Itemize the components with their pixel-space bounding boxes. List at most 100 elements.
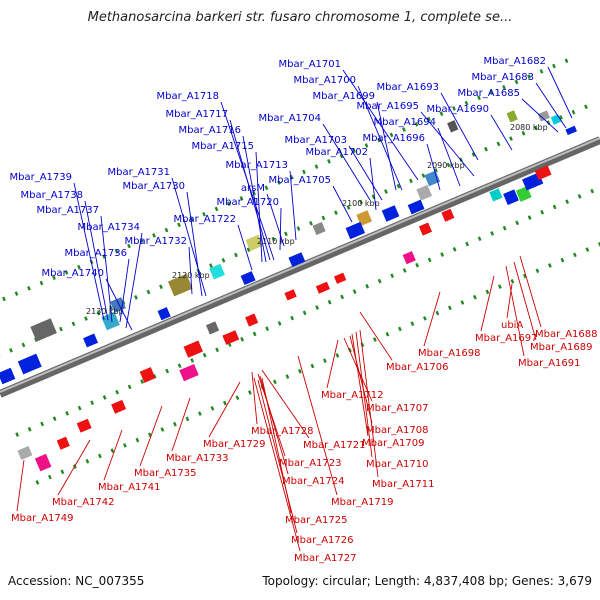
track-tick — [452, 106, 456, 111]
label-leader-line — [342, 69, 419, 181]
label-leader-line — [369, 157, 377, 211]
gene-feature — [111, 399, 127, 414]
track-tick — [527, 74, 531, 79]
track-tick — [334, 210, 338, 215]
track-tick — [240, 336, 245, 342]
label-leader-line — [519, 255, 542, 328]
label-leader-line — [208, 381, 241, 438]
gene-feature — [416, 184, 433, 201]
gene-feature — [56, 436, 70, 450]
gene-label-forward: Mbar_A1732 — [124, 236, 187, 247]
track-tick — [246, 247, 251, 253]
gene-feature — [157, 307, 171, 321]
scale-label: 2100 kbp — [342, 199, 380, 208]
label-leader-line — [253, 377, 301, 552]
track-tick — [352, 148, 356, 154]
gene-feature — [17, 446, 33, 460]
label-leader-line — [84, 200, 109, 321]
track-tick — [352, 289, 357, 294]
track-tick — [464, 100, 469, 106]
gene-label-forward: Mbar_A1739 — [9, 172, 72, 183]
track-tick — [271, 236, 276, 242]
track-tick — [560, 257, 565, 263]
track-tick — [185, 416, 190, 422]
label-leader-line — [420, 111, 475, 177]
label-leader-line — [73, 182, 105, 321]
gene-label-forward: Mbar_A1696 — [362, 133, 425, 144]
track-tick — [510, 279, 515, 284]
track-tick — [396, 183, 401, 189]
gene-feature — [534, 165, 552, 181]
track-tick — [71, 321, 76, 327]
track-tick — [284, 231, 288, 237]
track-tick — [427, 116, 431, 122]
track-tick — [423, 316, 427, 321]
track-tick — [146, 289, 151, 295]
gene-feature — [245, 313, 259, 327]
track-tick — [584, 104, 588, 110]
gene-feature — [537, 110, 551, 122]
track-tick — [389, 132, 394, 138]
track-tick — [48, 474, 52, 480]
track-tick — [265, 326, 270, 331]
gene-label-reverse: Mbar_A1706 — [386, 362, 449, 373]
track-tick — [285, 374, 290, 379]
label-leader-line — [349, 335, 373, 424]
track-tick — [559, 115, 563, 120]
track-tick — [127, 384, 132, 390]
track-tick — [298, 368, 302, 374]
track-tick — [190, 358, 195, 363]
track-tick — [327, 299, 332, 305]
label-leader-line — [242, 135, 267, 263]
track-tick — [290, 315, 295, 321]
track-tick — [9, 347, 13, 353]
gene-feature — [402, 251, 416, 265]
gene-feature — [315, 281, 330, 294]
track-tick — [365, 284, 370, 289]
gene-label-forward: Mbar_A1716 — [178, 125, 241, 136]
label-leader-line — [480, 275, 495, 332]
label-leader-line — [261, 369, 310, 439]
track-tick — [134, 295, 138, 300]
track-tick — [40, 421, 45, 427]
track-tick — [90, 400, 95, 406]
track-tick — [585, 247, 590, 252]
track-tick — [302, 310, 307, 316]
track-tick — [159, 284, 163, 290]
gene-feature — [183, 340, 203, 358]
track-tick — [239, 196, 244, 201]
gene-label-forward: Mbar_A1683 — [471, 72, 534, 83]
track-tick — [84, 316, 88, 321]
label-leader-line — [513, 261, 537, 341]
gene-feature — [284, 289, 297, 301]
track-tick — [110, 448, 115, 453]
track-tick — [277, 180, 281, 185]
gene-label-forward: Mbar_A1701 — [278, 59, 341, 70]
track-tick — [565, 199, 570, 204]
label-leader-line — [103, 429, 123, 481]
track-tick — [323, 358, 327, 364]
track-tick — [123, 443, 127, 448]
label-leader-line — [119, 258, 130, 323]
track-tick — [398, 326, 402, 332]
label-leader-line — [188, 246, 193, 295]
gene-label-reverse: Mbar_A1749 — [11, 513, 74, 524]
gene-label-reverse: Mbar_A1719 — [331, 497, 394, 508]
track-tick — [448, 305, 452, 311]
track-tick — [498, 284, 502, 289]
track-tick — [127, 243, 131, 249]
track-tick — [60, 469, 65, 475]
track-tick — [502, 84, 506, 90]
gene-label-forward: Mbar_A1715 — [191, 141, 254, 152]
track-tick — [485, 289, 490, 295]
track-tick — [452, 247, 457, 252]
track-tick — [373, 337, 377, 342]
label-leader-line — [359, 311, 393, 361]
gene-label-reverse: Mbar_A1726 — [291, 535, 354, 546]
label-leader-line — [57, 439, 91, 496]
track-tick — [434, 168, 438, 173]
gene-feature — [30, 318, 57, 342]
track-tick — [140, 379, 145, 384]
track-tick — [477, 236, 482, 242]
track-tick — [223, 400, 227, 406]
